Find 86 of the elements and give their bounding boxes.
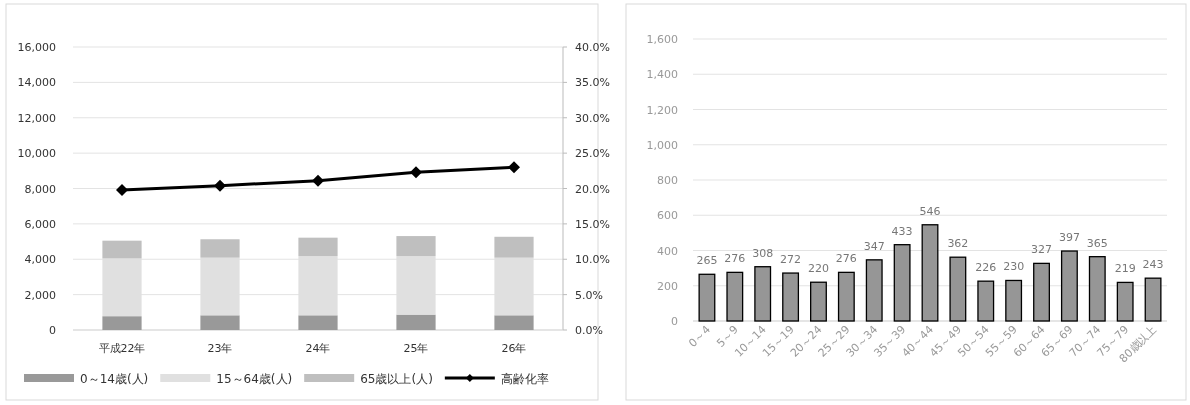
bar — [102, 240, 142, 259]
bar — [396, 314, 436, 330]
data-label: 276 — [835, 252, 857, 266]
y-tick-label: 1,000 — [646, 138, 678, 152]
bar — [1033, 262, 1050, 322]
bar — [1144, 277, 1162, 322]
data-label: 308 — [752, 246, 774, 260]
data-label: 219 — [1114, 262, 1136, 276]
x-tick-label: 24年 — [305, 342, 331, 355]
y-tick-label: 800 — [657, 174, 678, 187]
bar — [810, 281, 827, 322]
y-tick-label: 400 — [657, 244, 678, 258]
bar — [977, 280, 995, 322]
data-label: 327 — [1031, 243, 1053, 257]
bar — [782, 272, 800, 322]
data-label: 397 — [1058, 231, 1080, 245]
data-label: 362 — [947, 237, 969, 251]
data-label: 243 — [1142, 258, 1164, 272]
bar — [1060, 250, 1078, 322]
x-tick-label: 26年 — [501, 342, 527, 355]
bar — [298, 237, 338, 257]
y-tick-label: 1,200 — [646, 103, 678, 117]
bar — [837, 271, 855, 322]
bar — [298, 315, 338, 330]
data-label: 265 — [696, 254, 718, 268]
bar — [200, 239, 240, 258]
y-tick-label: 4,000 — [24, 253, 56, 267]
data-label: 230 — [1003, 260, 1025, 274]
legend-label: 15～64歳(人) — [216, 372, 293, 386]
bar — [494, 315, 534, 330]
y2-tick-label: 5.0% — [575, 288, 603, 302]
bar — [396, 236, 436, 257]
y-tick-label: 16,000 — [17, 41, 56, 54]
y2-tick-label: 40.0% — [575, 41, 610, 54]
y-tick-label: 600 — [657, 209, 678, 223]
point — [508, 161, 520, 174]
data-label: 220 — [807, 262, 829, 276]
y-tick-label: 10,000 — [17, 147, 56, 161]
bar — [102, 316, 142, 330]
y-tick-label: 2,000 — [24, 288, 56, 302]
legend-label: 0～14歳(人) — [80, 372, 149, 386]
y-tick-label: 0 — [49, 324, 56, 337]
x-tick-label: 平成22年 — [98, 342, 146, 355]
bar — [893, 244, 911, 322]
bar — [494, 236, 534, 258]
y2-tick-label: 0.0% — [575, 324, 603, 337]
x-tick-label: 25年 — [403, 342, 429, 355]
data-label: 365 — [1086, 236, 1108, 250]
bar — [1116, 281, 1134, 322]
point — [116, 183, 128, 196]
y-tick-label: 0 — [671, 315, 678, 328]
x-tick-label: 23年 — [207, 342, 233, 355]
y2-tick-label: 35.0% — [575, 76, 610, 90]
data-label: 433 — [891, 224, 913, 238]
bar — [200, 315, 240, 330]
bar — [865, 259, 883, 322]
data-label: 347 — [863, 239, 885, 253]
y-tick-label: 12,000 — [17, 111, 56, 125]
bar — [1005, 279, 1023, 322]
bar — [698, 273, 716, 322]
bar — [726, 271, 744, 322]
legend-label: 65歳以上(人) — [360, 372, 433, 386]
y2-tick-label: 25.0% — [575, 147, 610, 161]
data-label: 272 — [780, 253, 802, 267]
y2-tick-label: 10.0% — [575, 253, 610, 267]
legend-label: 高齢化率 — [500, 372, 549, 386]
y2-tick-label: 30.0% — [575, 111, 610, 125]
y2-tick-label: 20.0% — [575, 182, 610, 196]
point — [410, 166, 422, 179]
y-tick-label: 1,400 — [646, 68, 678, 82]
data-label: 226 — [975, 261, 997, 275]
y-tick-label: 14,000 — [17, 76, 56, 90]
y-tick-label: 8,000 — [24, 182, 56, 196]
y-tick-label: 1,600 — [646, 33, 678, 46]
bar — [949, 256, 967, 322]
bar — [754, 266, 772, 322]
bar — [921, 224, 939, 322]
data-label: 546 — [919, 204, 941, 218]
bar — [1088, 256, 1106, 322]
point — [214, 179, 226, 192]
y2-tick-label: 15.0% — [575, 217, 610, 231]
point — [312, 174, 324, 187]
y-tick-label: 200 — [657, 279, 678, 293]
y-tick-label: 6,000 — [24, 217, 56, 231]
x-tick-label: 0～4 — [686, 322, 714, 350]
data-label: 276 — [724, 252, 746, 266]
